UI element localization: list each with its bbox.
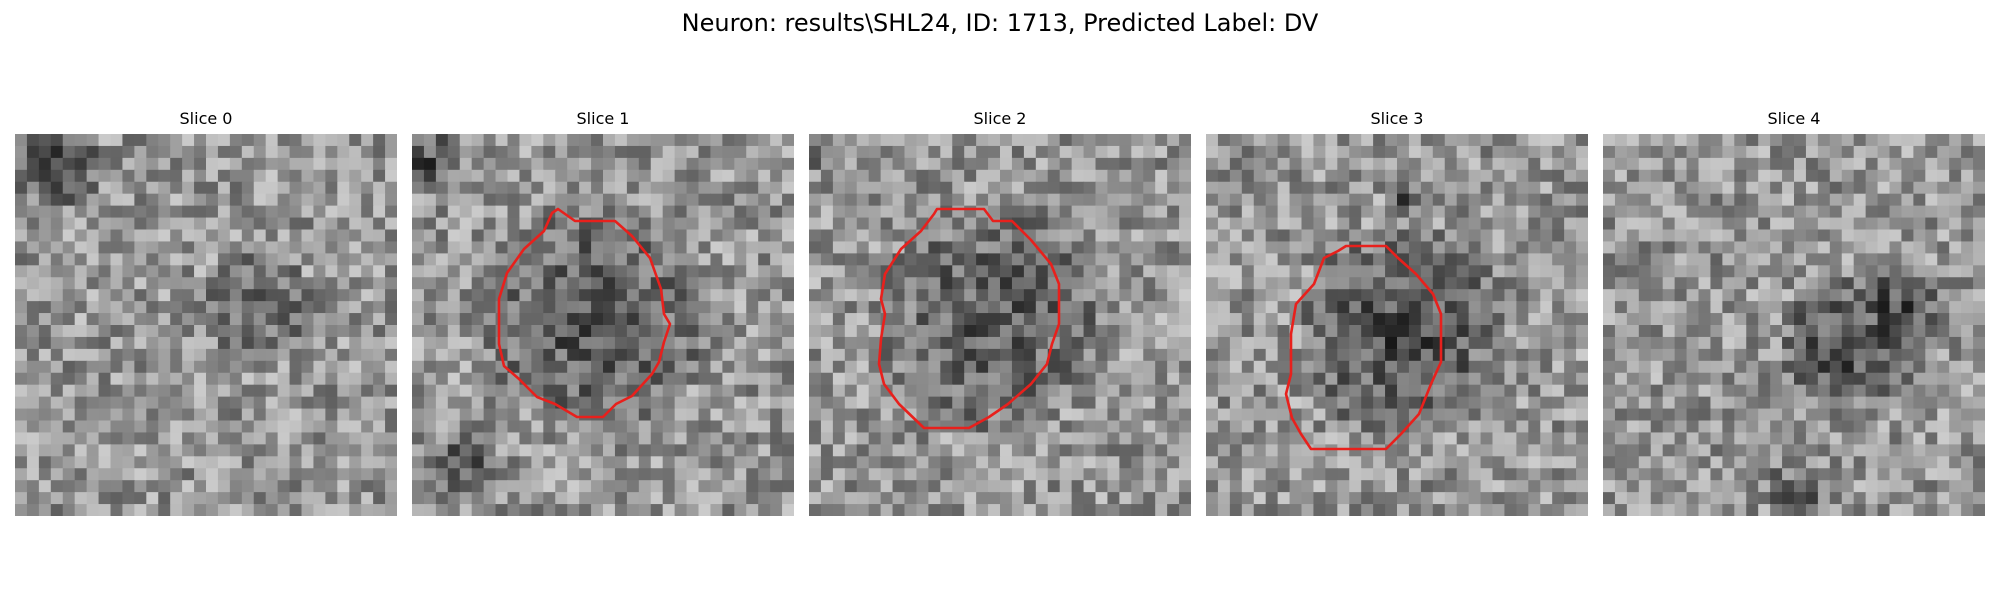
roi-contour xyxy=(1284,244,1443,451)
figure-title: Neuron: results\SHL24, ID: 1713, Predict… xyxy=(681,9,1319,37)
slice-image xyxy=(412,134,794,516)
slice-title: Slice 3 xyxy=(1370,109,1424,128)
slice-image xyxy=(809,134,1191,516)
slice-title: Slice 4 xyxy=(1767,109,1821,128)
slice-image xyxy=(15,134,397,516)
slice-image xyxy=(1603,134,1985,516)
slice-title: Slice 2 xyxy=(973,109,1027,128)
roi-contour xyxy=(877,207,1061,430)
slice-panel: Slice 0 xyxy=(15,108,397,516)
slice-panel: Slice 3 xyxy=(1206,108,1588,516)
slice-panel: Slice 2 xyxy=(809,108,1191,516)
slice-panel: Slice 4 xyxy=(1603,108,1985,516)
slice-title: Slice 1 xyxy=(576,109,630,128)
slice-title: Slice 0 xyxy=(179,109,233,128)
slice-panel: Slice 1 xyxy=(412,108,794,516)
slice-image xyxy=(1206,134,1588,516)
roi-contour xyxy=(497,207,672,419)
